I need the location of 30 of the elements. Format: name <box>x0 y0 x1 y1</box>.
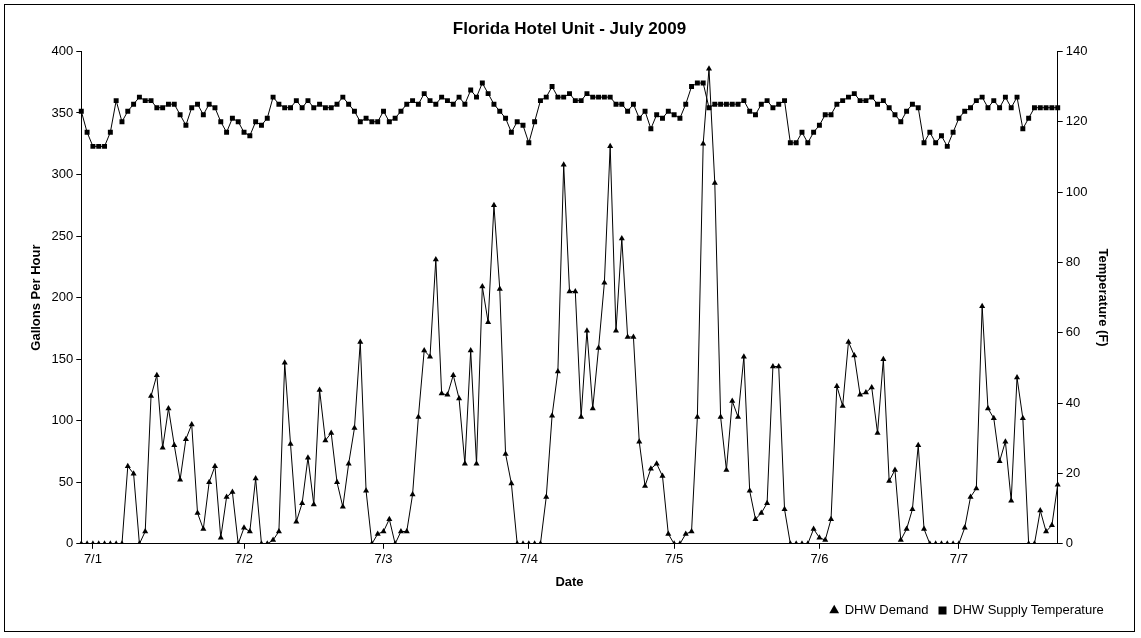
x-tick-label: 7/3 <box>374 551 393 567</box>
y-tick-label: 400 <box>51 42 74 58</box>
x-tick-label: 7/1 <box>83 551 102 567</box>
y-tick-label: 50 <box>58 473 74 489</box>
legend-label: DHW Demand <box>844 602 929 618</box>
y2-tick-label: 20 <box>1065 465 1081 481</box>
y-tick-label: 200 <box>51 289 74 305</box>
x-tick-label: 7/6 <box>810 551 829 567</box>
y-tick-label: 350 <box>51 104 74 120</box>
x-axis-title: Date <box>555 573 584 589</box>
y2-tick-label: 120 <box>1065 113 1088 129</box>
x-tick-label: 7/5 <box>665 551 684 567</box>
y-tick-label: 0 <box>66 535 74 551</box>
y-tick-label: 100 <box>51 412 74 428</box>
y-axis-title: Gallons Per Hour <box>28 244 44 351</box>
y2-tick-label: 0 <box>1065 535 1073 551</box>
y2-tick-label: 100 <box>1065 183 1088 199</box>
y-tick-label: 150 <box>51 350 74 366</box>
y2-tick-label: 40 <box>1065 394 1081 410</box>
y2-tick-label: 80 <box>1065 254 1081 270</box>
y2-tick-label: 140 <box>1065 42 1088 58</box>
y-tick-label: 250 <box>51 227 74 243</box>
y2-axis-title: Temperature (F) <box>1095 248 1111 347</box>
y-tick-label: 300 <box>51 166 74 182</box>
legend-label: DHW Supply Temperature <box>953 602 1104 618</box>
chart-title: Florida Hotel Unit - July 2009 <box>452 18 687 38</box>
x-tick-label: 7/7 <box>949 551 968 567</box>
y2-tick-label: 60 <box>1065 324 1081 340</box>
x-tick-label: 7/2 <box>234 551 254 567</box>
x-tick-label: 7/4 <box>519 551 538 567</box>
